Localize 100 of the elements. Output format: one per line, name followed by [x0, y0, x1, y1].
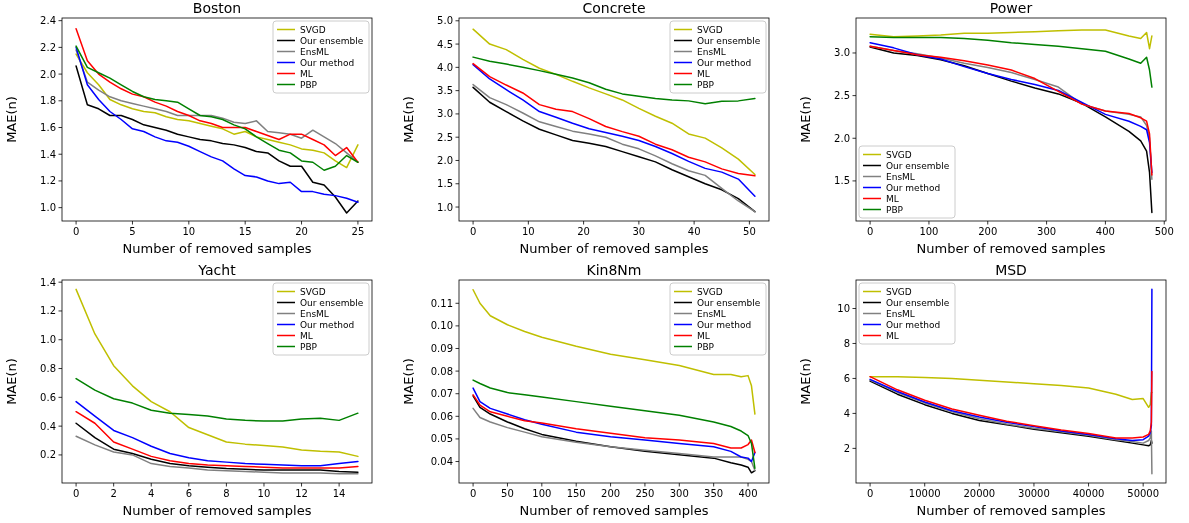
y-tick-label: 0.8 — [40, 363, 56, 375]
x-tick-label: 0 — [72, 488, 80, 499]
legend-label: Our ensemble — [300, 35, 364, 46]
y-axis-title: MAE(n) — [798, 96, 813, 143]
x-axis-title: Number of removed samples — [122, 241, 312, 256]
x-tick-label: 20 — [295, 226, 308, 237]
x-tick-label: 10 — [182, 226, 196, 237]
x-tick-label: 500 — [1154, 226, 1174, 237]
legend-label: EnsML — [300, 308, 329, 319]
x-tick-label: 0 — [866, 488, 874, 499]
x-tick-label: 300 — [669, 488, 689, 499]
legend-label: PBP — [300, 341, 318, 352]
line-series — [472, 56, 756, 105]
line-series — [869, 379, 1153, 475]
y-tick-label: 3.0 — [437, 108, 453, 120]
x-tick-label: 30 — [632, 226, 646, 237]
x-tick-label: 350 — [704, 488, 724, 499]
x-tick-label: 25 — [351, 226, 365, 237]
x-tick-label: 20000 — [963, 488, 996, 499]
x-tick-label: 40 — [687, 226, 701, 237]
y-tick-label: 0.04 — [430, 456, 453, 468]
legend-label: Our method — [300, 57, 355, 68]
y-tick-label: 0.11 — [430, 297, 453, 309]
y-tick-label: 1.5 — [834, 175, 850, 187]
y-tick-label: 0.09 — [430, 343, 453, 354]
legend-label: ML — [697, 330, 710, 341]
line-series — [472, 387, 756, 463]
x-axis-title: Number of removed samples — [122, 503, 312, 518]
legend-label: EnsML — [886, 308, 915, 319]
x-tick-label: 300 — [1037, 226, 1057, 237]
chart-title: Concrete — [582, 0, 646, 16]
legend-label: ML — [697, 68, 710, 79]
line-series — [472, 395, 756, 474]
x-tick-label: 20 — [577, 226, 590, 237]
legend-label: Our ensemble — [886, 160, 950, 171]
y-tick-label: 2.0 — [437, 154, 453, 166]
line-series — [869, 370, 1153, 439]
legend-label: PBP — [886, 204, 904, 215]
y-axis-title: MAE(n) — [4, 96, 19, 143]
y-tick-label: 0.08 — [430, 365, 453, 377]
legend-label: EnsML — [300, 46, 329, 57]
legend-label: ML — [300, 330, 313, 341]
y-tick-label: 0.05 — [430, 433, 453, 445]
y-tick-label: 1.0 — [40, 202, 56, 214]
line-series — [472, 407, 756, 472]
legend-label: Our ensemble — [697, 297, 761, 308]
legend-label: Our method — [300, 319, 355, 330]
legend-label: Our method — [697, 319, 752, 330]
legend-label: SVGD — [300, 286, 326, 297]
y-axis-title: MAE(n) — [401, 96, 416, 143]
y-tick-label: 4.0 — [437, 61, 453, 73]
line-series — [75, 435, 359, 475]
legend-label: EnsML — [697, 46, 726, 57]
x-tick-label: 100 — [919, 226, 939, 237]
y-tick-label: 0.4 — [40, 420, 56, 432]
y-tick-label: 1.2 — [40, 175, 56, 187]
x-tick-label: 250 — [635, 488, 655, 499]
y-tick-label: 2.4 — [40, 15, 56, 27]
legend-label: PBP — [300, 79, 318, 90]
line-series — [472, 379, 756, 470]
line-series — [75, 377, 359, 422]
x-tick-label: 40000 — [1072, 488, 1105, 499]
line-series — [869, 36, 1153, 88]
legend-label: SVGD — [886, 149, 912, 160]
x-tick-label: 5 — [129, 226, 136, 237]
line-series — [75, 410, 359, 469]
legend-label: SVGD — [697, 24, 723, 35]
x-tick-label: 8 — [223, 488, 230, 499]
y-tick-label: 2.2 — [40, 41, 56, 53]
y-axis-title: MAE(n) — [798, 358, 813, 405]
y-tick-label: 4 — [843, 407, 850, 419]
y-tick-label: 8 — [843, 337, 850, 349]
line-series — [869, 380, 1153, 447]
legend-label: PBP — [697, 79, 715, 90]
x-tick-label: 0 — [469, 226, 477, 237]
legend-label: ML — [300, 68, 313, 79]
chart-title: Yacht — [197, 262, 237, 278]
x-tick-label: 14 — [332, 488, 346, 499]
y-tick-label: 0.06 — [430, 410, 453, 422]
chart-title: Kin8Nm — [586, 262, 642, 278]
x-tick-label: 2 — [110, 488, 117, 499]
y-tick-label: 5.0 — [437, 15, 453, 27]
legend-label: ML — [886, 330, 899, 341]
line-series — [75, 46, 359, 204]
x-tick-label: 0 — [469, 488, 477, 499]
legend-label: SVGD — [886, 286, 912, 297]
y-tick-label: 0.2 — [40, 449, 56, 461]
y-tick-label: 1.0 — [40, 334, 56, 346]
line-series — [75, 400, 359, 467]
line-series — [75, 65, 359, 214]
legend-label: Our method — [697, 57, 752, 68]
legend-label: Our method — [886, 182, 941, 193]
chart-title: Power — [989, 0, 1033, 16]
y-tick-label: 0.10 — [430, 320, 453, 332]
y-tick-label: 3.0 — [834, 47, 850, 59]
y-tick-label: 2.0 — [834, 132, 850, 144]
x-tick-label: 50000 — [1127, 488, 1160, 499]
legend-label: Our method — [886, 319, 941, 330]
x-tick-label: 4 — [148, 488, 155, 499]
x-tick-label: 10000 — [908, 488, 941, 499]
